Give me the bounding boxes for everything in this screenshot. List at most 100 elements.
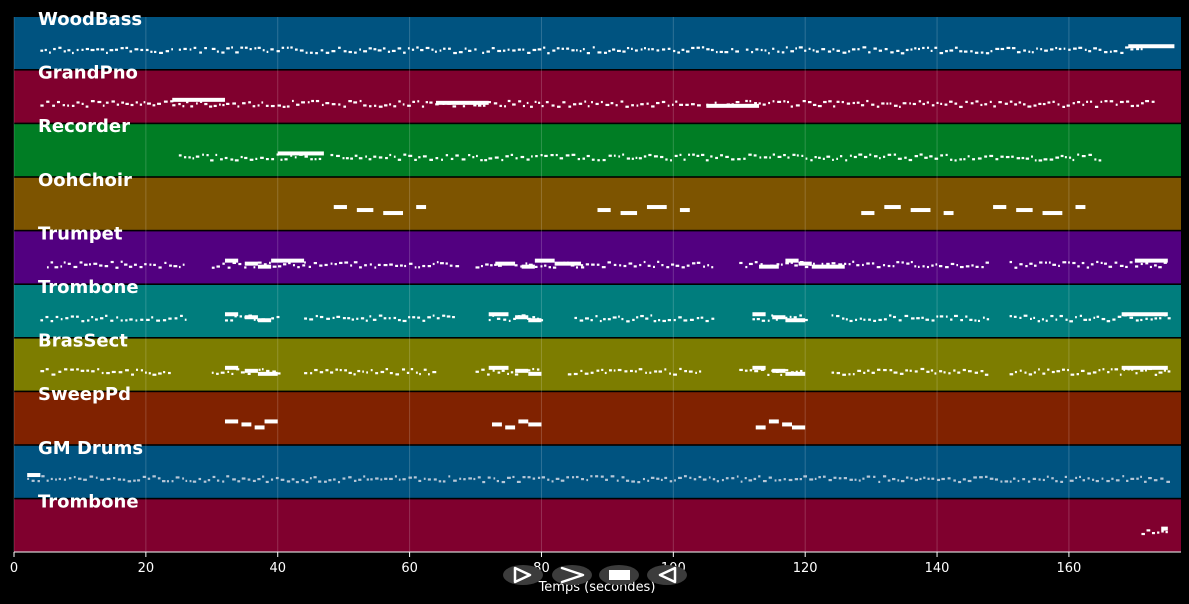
tick-label: 40 — [269, 561, 286, 576]
sustained-note — [383, 211, 403, 216]
sustained-note — [528, 371, 542, 376]
sustained-note — [534, 258, 555, 263]
sustained-note — [679, 208, 690, 213]
note-run — [574, 314, 715, 323]
note-run — [706, 99, 1155, 108]
sustained-note — [752, 365, 766, 370]
track-label: Recorder — [38, 116, 130, 137]
sustained-note — [495, 261, 516, 266]
note-run — [27, 475, 1170, 484]
track-lane-6 — [14, 338, 1181, 391]
sustained-note — [1121, 312, 1168, 317]
sustained-note — [356, 208, 374, 213]
sustained-note — [505, 425, 516, 430]
sustained-note — [515, 315, 529, 320]
sustained-note — [521, 264, 535, 269]
x-axis-label: Temps (secondes) — [538, 580, 656, 595]
sustained-note — [910, 208, 931, 213]
sustained-note — [224, 365, 239, 370]
sustained-note — [785, 258, 799, 263]
sustained-note — [706, 103, 760, 108]
track-label: Trombone — [38, 277, 139, 298]
stop-button[interactable] — [599, 565, 639, 585]
next-button[interactable] — [552, 565, 592, 585]
note-run — [304, 368, 437, 376]
back-button[interactable] — [647, 565, 687, 585]
note-run — [1009, 314, 1171, 323]
sustained-note — [768, 419, 779, 424]
track-lane-1 — [14, 70, 1181, 123]
tick-label: 20 — [138, 561, 155, 576]
note-run — [211, 46, 477, 55]
sustained-note — [528, 422, 542, 427]
track-lane-0 — [14, 17, 1181, 69]
sustained-note — [1121, 365, 1168, 370]
playback-controls — [503, 565, 687, 585]
sustained-note — [492, 422, 502, 427]
tick-label: 140 — [925, 561, 950, 576]
note-run — [304, 261, 460, 269]
sustained-note — [861, 211, 875, 216]
sustained-note — [772, 315, 786, 320]
sustained-note — [333, 205, 347, 210]
note-run — [330, 153, 1102, 162]
note-run — [172, 99, 439, 108]
tick-label: 160 — [1057, 561, 1082, 576]
track-lane-2 — [14, 124, 1181, 177]
sustained-note — [435, 100, 489, 105]
sustained-note — [884, 205, 901, 210]
sustained-note — [224, 312, 239, 317]
sustained-note — [224, 419, 239, 424]
track-label: Trumpet — [38, 223, 123, 244]
track-lane-9 — [14, 499, 1181, 552]
sustained-note — [1128, 44, 1175, 49]
track-lane-8 — [14, 445, 1181, 498]
note-run — [40, 314, 187, 323]
play-reverse-outline-icon — [658, 566, 677, 584]
sustained-note — [515, 368, 529, 373]
track-label: SweepPd — [38, 384, 131, 405]
note-run — [581, 260, 714, 269]
sustained-note — [792, 425, 806, 430]
sustained-note — [257, 264, 272, 269]
note-run — [46, 260, 185, 269]
sustained-note — [782, 422, 792, 427]
sustained-note — [554, 261, 582, 266]
sustained-note — [528, 318, 542, 323]
sustained-note — [759, 264, 779, 269]
sustained-note — [27, 473, 41, 478]
sustained-note — [488, 312, 509, 317]
sustained-note — [488, 365, 509, 370]
chevron-right-icon — [560, 566, 585, 584]
track-label: Trombone — [38, 491, 139, 512]
sustained-note — [943, 211, 954, 216]
stop-icon — [609, 570, 630, 580]
note-run — [482, 46, 739, 55]
track-lane-3 — [14, 177, 1181, 230]
note-run — [831, 314, 990, 323]
note-run — [1009, 260, 1107, 269]
sustained-note — [785, 318, 806, 323]
sustained-note — [597, 208, 611, 213]
forward-button[interactable] — [503, 565, 543, 585]
note-run — [745, 46, 1143, 55]
sustained-note — [416, 205, 427, 210]
sustained-note — [993, 205, 1007, 210]
sustained-note — [254, 425, 265, 430]
note-run — [178, 153, 322, 162]
note-run — [40, 100, 174, 108]
sustained-note — [1042, 211, 1063, 216]
track-label: OohChoir — [38, 170, 132, 191]
note-run — [1141, 529, 1168, 536]
sustained-note — [224, 258, 239, 263]
sustained-note — [811, 264, 845, 269]
sustained-note — [264, 419, 278, 424]
sustained-note — [257, 371, 278, 376]
play-outline-icon — [513, 566, 532, 584]
track-label: GM Drums — [38, 438, 143, 459]
tick-label: 60 — [401, 561, 418, 576]
note-run — [831, 367, 989, 376]
sustained-note — [798, 261, 812, 266]
track-lane-5 — [14, 285, 1181, 337]
